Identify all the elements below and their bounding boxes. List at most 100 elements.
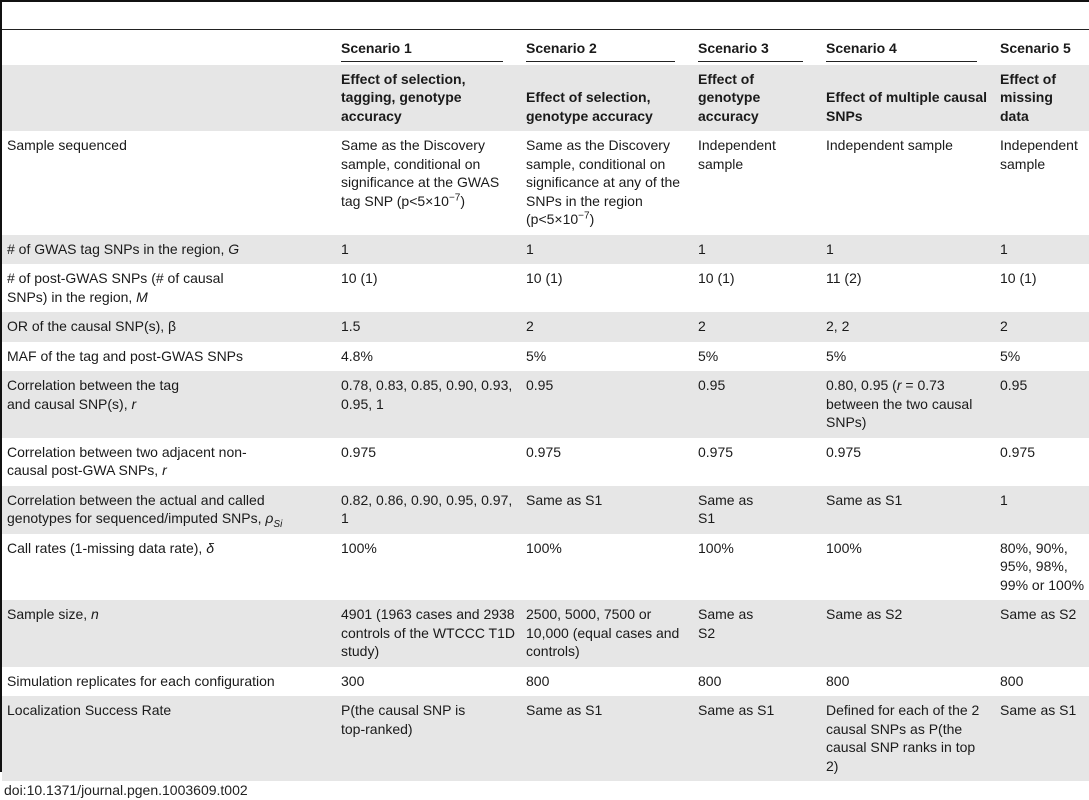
scenario-2-header: Scenario 2 [521, 29, 693, 65]
effect-4-header: Effect of multiple causal SNPs [821, 64, 995, 131]
table-cell: 2500, 5000, 7500 or 10,000 (equal cases … [521, 600, 693, 667]
table-row: MAF of the tag and post-GWAS SNPs 4.8% 5… [2, 342, 1089, 372]
effect-header-row: Effect of selection, tagging, genotype a… [2, 64, 1089, 131]
table-cell: 5% [526, 347, 547, 364]
table-cell: 0.975 [341, 443, 377, 460]
effect-3-header: Effect of genotype accuracy [693, 64, 821, 131]
table-cell: 5% [1000, 347, 1021, 364]
table-cell: 100% [526, 539, 562, 556]
table-cell: P(the causal SNP is top-ranked) [336, 696, 521, 781]
table-cell: 100% [341, 539, 377, 556]
table-cell: Same as S2 [995, 600, 1089, 667]
table-cell: 80%, 90%, 95%, 98%, 99% or 100% [1000, 539, 1085, 593]
table-cell: 4901 (1963 cases and 2938 controls of th… [336, 600, 521, 667]
row-label: Correlation between two adjacent non-cau… [7, 443, 247, 479]
table-row: Correlation between the actual and calle… [2, 485, 1089, 534]
header-corner [2, 29, 336, 65]
table-cell: 0.95 [693, 371, 821, 438]
table-row: # of GWAS tag SNPs in the region, G 1 1 … [2, 234, 1089, 264]
table-cell: 0.82, 0.86, 0.90, 0.95, 0.97, 1 [336, 485, 521, 534]
table-cell: 4.8% [341, 347, 373, 364]
effect-2-header: Effect of selection, genotype accuracy [521, 64, 693, 131]
table-cell: 2 [693, 312, 821, 342]
table-cell: 5% [698, 347, 719, 364]
table-row: Simulation replicates for each configura… [2, 667, 1089, 697]
row-label: # of GWAS tag SNPs in the region, G [2, 234, 336, 264]
table-cell: 0.975 [826, 443, 862, 460]
table-cell: 10 (1) [698, 270, 735, 286]
top-border [0, 0, 1089, 2]
table-cell: Same as S1 [693, 485, 821, 534]
table-cell: Same as S2 [693, 600, 821, 667]
effect-1-header: Effect of selection, tagging, genotype a… [336, 64, 521, 131]
table-cell: 800 [526, 672, 550, 689]
table-cell: Independent sample [698, 137, 776, 172]
row-label: Call rates (1-missing data rate), δ [7, 539, 214, 556]
table-cell: Same as S1 [521, 696, 693, 781]
table-cell: Same as the Discovery sample, conditiona… [526, 137, 681, 227]
row-label: Localization Success Rate [2, 696, 336, 781]
scenario-5-header: Scenario 5 [995, 29, 1089, 65]
doi-footer: doi:10.1371/journal.pgen.1003609.t002 [4, 782, 248, 798]
table-row: Localization Success Rate P(the causal S… [2, 696, 1089, 781]
table-row: # of post-GWAS SNPs (# of causal SNPs) i… [2, 264, 1089, 312]
row-label: Correlation between the actual and calle… [2, 485, 336, 534]
table-cell: 0.78, 0.83, 0.85, 0.90, 0.93, 0.95, 1 [336, 371, 521, 438]
table-cell: Same as S2 [821, 600, 995, 667]
table-cell: 0.975 [526, 443, 562, 460]
table-cell: Same as S1 [521, 485, 693, 534]
table-cell: Same as S1 [821, 485, 995, 534]
left-border [0, 0, 2, 772]
table-cell: 0.95 [995, 371, 1089, 438]
table-cell: 0.975 [1000, 443, 1036, 460]
row-label: Sample sequenced [7, 137, 127, 153]
scenario-4-header: Scenario 4 [821, 29, 995, 65]
row-label: Correlation between the tag and causal S… [2, 371, 336, 438]
table-row: OR of the causal SNP(s), β 1.5 2 2 2, 2 … [2, 312, 1089, 342]
table-cell: 5% [826, 347, 847, 364]
table-cell: 100% [826, 539, 862, 556]
table-cell: 300 [341, 672, 365, 689]
simulation-scenarios-table: Scenario 1 Scenario 2 Scenario 3 Scenari… [2, 29, 1089, 781]
table-cell: 800 [698, 672, 722, 689]
table-cell: 1 [995, 485, 1089, 534]
table-cell: 2, 2 [821, 312, 995, 342]
row-label: MAF of the tag and post-GWAS SNPs [7, 347, 244, 364]
row-label: Sample size, n [2, 600, 336, 667]
table-row: Sample sequenced Same as the Discovery s… [2, 131, 1089, 235]
table-row: Call rates (1-missing data rate), δ 100%… [2, 534, 1089, 601]
effect-5-header: Effect of missing data [995, 64, 1089, 131]
table-cell: 10 (1) [1000, 270, 1037, 286]
table-cell: Same as S1 [693, 696, 821, 781]
row-label: Simulation replicates for each configura… [7, 672, 275, 689]
scenario-1-header: Scenario 1 [336, 29, 521, 65]
row-label: # of post-GWAS SNPs (# of causal SNPs) i… [7, 270, 224, 305]
row-label: OR of the causal SNP(s), β [2, 312, 336, 342]
table-cell: 2 [995, 312, 1089, 342]
table-cell: 1.5 [336, 312, 521, 342]
table-cell: 0.975 [698, 443, 734, 460]
table-cell: Same as S1 [995, 696, 1089, 781]
table-cell: 800 [826, 672, 850, 689]
table-cell: 100% [698, 539, 734, 556]
table-cell: 0.95 [521, 371, 693, 438]
table-cell: 1 [521, 234, 693, 264]
table-cell: Same as the Discovery sample, conditiona… [341, 137, 500, 209]
scenario-header-row: Scenario 1 Scenario 2 Scenario 3 Scenari… [2, 29, 1089, 65]
table-cell: 1 [336, 234, 521, 264]
table-row: Correlation between the tag and causal S… [2, 371, 1089, 438]
table-cell: 800 [1000, 672, 1024, 689]
table-cell: Independent sample [1000, 137, 1078, 172]
table-row: Sample size, n 4901 (1963 cases and 2938… [2, 600, 1089, 667]
table-cell: 1 [821, 234, 995, 264]
scenario-3-header: Scenario 3 [693, 29, 821, 65]
table-cell: Defined for each of the 2 causal SNPs as… [821, 696, 995, 781]
table-cell: 11 (2) [826, 270, 862, 286]
effect-corner [2, 64, 336, 131]
table-cell: 2 [521, 312, 693, 342]
table-cell: Independent sample [826, 137, 953, 153]
table-cell: 0.80, 0.95 (r = 0.73 between the two cau… [821, 371, 995, 438]
table-cell: 10 (1) [341, 270, 378, 286]
table-cell: 1 [693, 234, 821, 264]
table-row: Correlation between two adjacent non-cau… [2, 438, 1089, 486]
